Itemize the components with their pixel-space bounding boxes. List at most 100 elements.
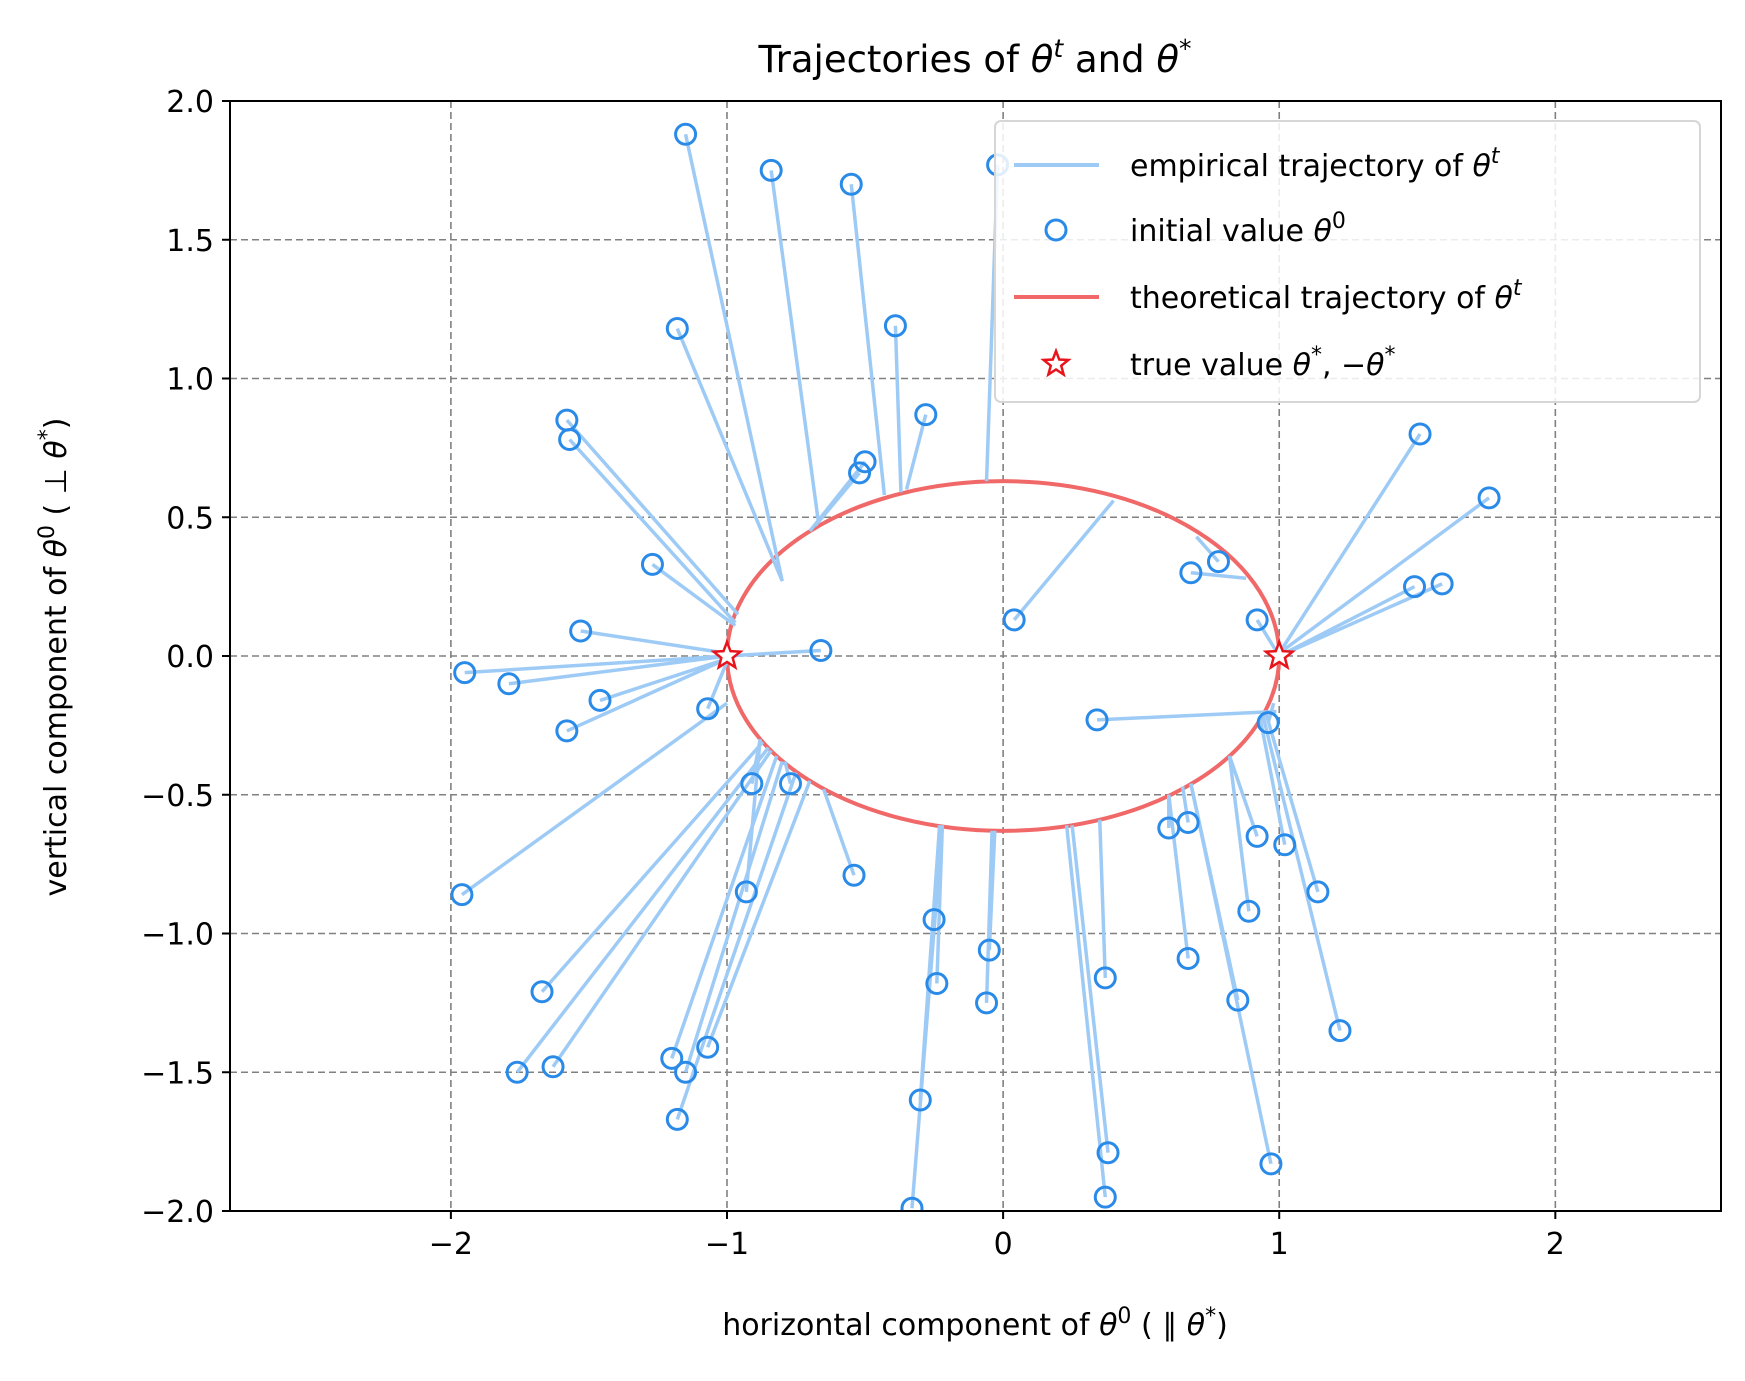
initial-value-point xyxy=(1306,880,1330,904)
empirical-trajectory-line xyxy=(580,629,728,655)
initial-value-point xyxy=(1430,572,1454,596)
y-tick-label: 1.0 xyxy=(166,363,214,398)
initial-value-point xyxy=(1477,486,1501,510)
true-value-markers xyxy=(710,638,1296,671)
initial-value-point xyxy=(734,880,758,904)
empirical-trajectory-line xyxy=(893,325,903,493)
initial-value-point xyxy=(674,1060,698,1084)
empirical-trajectory-line xyxy=(1227,755,1259,837)
initial-value-point xyxy=(665,1107,689,1131)
x-axis-ticks: −2 −1 0 1 2 xyxy=(429,1211,1565,1262)
empirical-trajectory-line xyxy=(566,657,728,733)
legend-box xyxy=(994,120,1701,403)
x-axis-label: horizontal component of θ0 ( ∥ θ*) xyxy=(722,1304,1228,1343)
initial-value-point xyxy=(809,638,833,662)
initial-value-point xyxy=(505,1060,529,1084)
empirical-trajectory-line xyxy=(599,657,728,703)
initial-value-point xyxy=(588,688,612,712)
empirical-trajectory-line xyxy=(1064,825,1108,1198)
empirical-trajectory-line xyxy=(1012,499,1115,622)
empirical-trajectory-line xyxy=(1070,825,1110,1153)
legend-label-initial: initial value θ0 xyxy=(1130,209,1346,249)
initial-value-point xyxy=(453,661,477,685)
empirical-trajectory-line xyxy=(821,788,856,876)
empirical-trajectories xyxy=(460,133,1491,1209)
empirical-trajectory-line xyxy=(675,327,784,582)
empirical-trajectory-line xyxy=(1195,535,1220,563)
initial-value-point xyxy=(1245,824,1269,848)
initial-value-point xyxy=(1096,1141,1120,1165)
empirical-trajectory-line xyxy=(540,740,765,993)
x-tick-label: −2 xyxy=(429,1227,473,1262)
initial-value-point xyxy=(1245,608,1269,632)
legend: empirical trajectory of θt initial value… xyxy=(994,120,1701,403)
empirical-trajectory-line xyxy=(706,780,812,1048)
initial-value-points xyxy=(450,122,1501,1211)
initial-value-point xyxy=(839,172,863,196)
initial-value-point xyxy=(696,1035,720,1059)
initial-value-point xyxy=(665,317,689,341)
empirical-trajectory-line xyxy=(683,133,784,582)
initial-value-point xyxy=(1093,1185,1117,1209)
empirical-trajectory-line xyxy=(1263,711,1320,893)
empirical-trajectory-line xyxy=(706,660,729,710)
initial-value-point xyxy=(925,971,949,995)
initial-value-point xyxy=(1002,608,1026,632)
initial-value-point xyxy=(558,428,582,452)
empirical-trajectory-line xyxy=(849,184,887,496)
x-tick-label: 0 xyxy=(994,1227,1013,1262)
initial-value-point xyxy=(1273,833,1297,857)
initial-value-point xyxy=(1328,1019,1352,1043)
empirical-trajectory-line xyxy=(910,825,945,1209)
empirical-trajectory-line xyxy=(1189,783,1273,1165)
initial-value-point xyxy=(900,1196,924,1211)
chart-title: Trajectories of θt and θ* xyxy=(757,34,1191,81)
empirical-trajectory-line xyxy=(1258,716,1287,846)
empirical-trajectory-line xyxy=(1167,794,1190,959)
initial-value-point xyxy=(696,697,720,721)
initial-value-point xyxy=(1176,946,1200,970)
initial-value-point xyxy=(497,672,521,696)
empirical-trajectory-line xyxy=(464,654,728,675)
empirical-trajectory-line xyxy=(1278,585,1416,658)
initial-value-point xyxy=(1403,575,1427,599)
empirical-trajectory-line xyxy=(1098,819,1108,978)
initial-value-point xyxy=(674,122,698,146)
empirical-trajectory-line xyxy=(683,760,784,1073)
empirical-trajectory-line xyxy=(984,830,994,1003)
initial-value-point xyxy=(1237,899,1261,923)
initial-value-point xyxy=(975,991,999,1015)
initial-value-point xyxy=(914,403,938,427)
empirical-trajectory-line xyxy=(515,746,770,1074)
legend-label-true-value: true value θ*, −θ* xyxy=(1130,343,1396,383)
initial-value-point xyxy=(569,619,593,643)
y-tick-label: 0.5 xyxy=(166,501,214,536)
empirical-trajectory-line xyxy=(460,701,729,897)
empirical-trajectory-line xyxy=(508,654,728,686)
initial-value-point xyxy=(1093,966,1117,990)
empirical-trajectory-line xyxy=(675,771,798,1120)
empirical-trajectory-line xyxy=(551,749,773,1068)
initial-value-point xyxy=(842,863,866,887)
initial-value-point xyxy=(740,772,764,796)
legend-initial-swatch xyxy=(1044,218,1068,242)
initial-value-point xyxy=(1085,708,1109,732)
initial-value-point xyxy=(759,158,783,182)
empirical-trajectory-line xyxy=(1227,755,1251,912)
y-axis-label: vertical component of θ0 ( ⊥ θ*) xyxy=(35,418,74,897)
initial-value-point xyxy=(1179,561,1203,585)
initial-value-point xyxy=(779,772,803,796)
legend-label-empirical: empirical trajectory of θt xyxy=(1130,144,1501,184)
legend-true-value-swatch xyxy=(1040,347,1072,378)
y-tick-label: 2.0 xyxy=(166,85,214,120)
initial-value-point xyxy=(1408,422,1432,446)
x-tick-label: 1 xyxy=(1270,1227,1289,1262)
initial-value-point xyxy=(922,908,946,932)
y-tick-label: 1.5 xyxy=(166,224,214,259)
initial-value-point xyxy=(1256,711,1280,735)
initial-value-point xyxy=(640,552,664,576)
initial-value-point xyxy=(853,450,877,474)
empirical-trajectory-line xyxy=(1277,433,1422,655)
initial-value-point xyxy=(1226,988,1250,1012)
x-tick-label: −1 xyxy=(705,1227,749,1262)
